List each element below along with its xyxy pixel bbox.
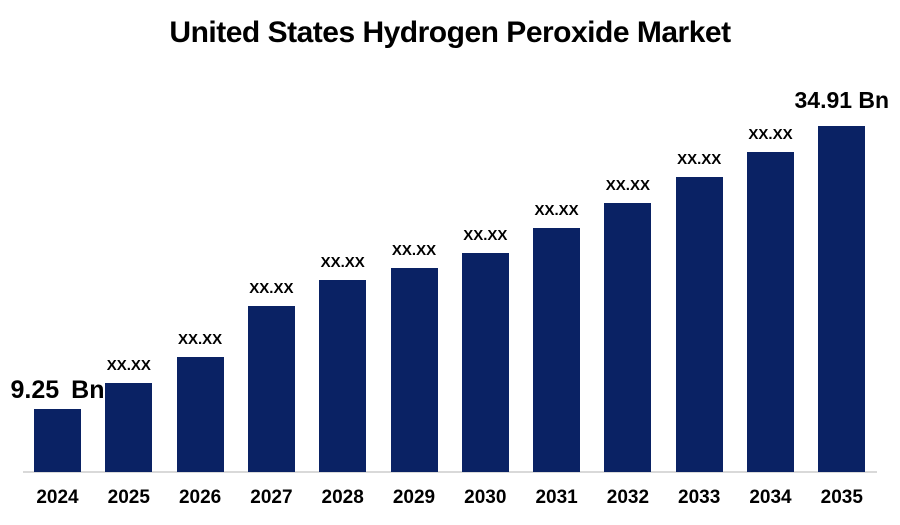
value-label-2031: XX.XX [534, 202, 579, 219]
bar-2026 [176, 357, 224, 472]
x-axis-label-2029: 2029 [392, 487, 436, 508]
chart-title: United States Hydrogen Peroxide Market [169, 16, 731, 49]
bar-2029 [390, 268, 438, 472]
bar-2031 [533, 228, 581, 472]
bar-2030 [461, 253, 509, 472]
x-axis-label-2030: 2030 [464, 487, 507, 508]
value-label-2034: XX.XX [748, 126, 793, 143]
value-label-2027: XX.XX [249, 280, 294, 297]
bar-2033 [675, 177, 723, 472]
x-axis-label-2027: 2027 [250, 487, 293, 508]
bar-2024 [34, 409, 81, 472]
x-axis-line [23, 471, 877, 473]
x-axis-label-2033: 2033 [678, 487, 721, 508]
value-label-2032: XX.XX [605, 177, 650, 194]
value-label-2029: XX.XX [391, 242, 437, 259]
bar-2028 [319, 280, 367, 472]
x-axis-label-2024: 2024 [36, 487, 79, 508]
x-axis-label-2026: 2026 [178, 487, 222, 508]
value-label-2025: XX.XX [106, 357, 151, 374]
bar-2025 [105, 383, 153, 472]
bar-2034 [747, 152, 794, 472]
x-axis-label-2025: 2025 [107, 487, 150, 508]
x-axis-label-2035: 2035 [820, 487, 863, 508]
value-label-2030: XX.XX [463, 227, 508, 244]
value-label-2026: XX.XX [178, 331, 223, 348]
x-axis-label-2034: 2034 [749, 487, 792, 508]
bar-2032 [604, 203, 652, 472]
x-axis-label-2028: 2028 [321, 487, 364, 508]
value-label-2024: 9.25 Bn [10, 376, 105, 404]
x-axis-label-2031: 2031 [535, 487, 578, 508]
bar-2027 [247, 306, 295, 472]
bar-2035 [818, 126, 866, 472]
x-axis-label-2032: 2032 [606, 487, 650, 508]
value-label-2035: 34.91 Bn [794, 87, 890, 113]
value-label-2028: XX.XX [320, 254, 365, 271]
value-label-2033: XX.XX [677, 151, 722, 168]
